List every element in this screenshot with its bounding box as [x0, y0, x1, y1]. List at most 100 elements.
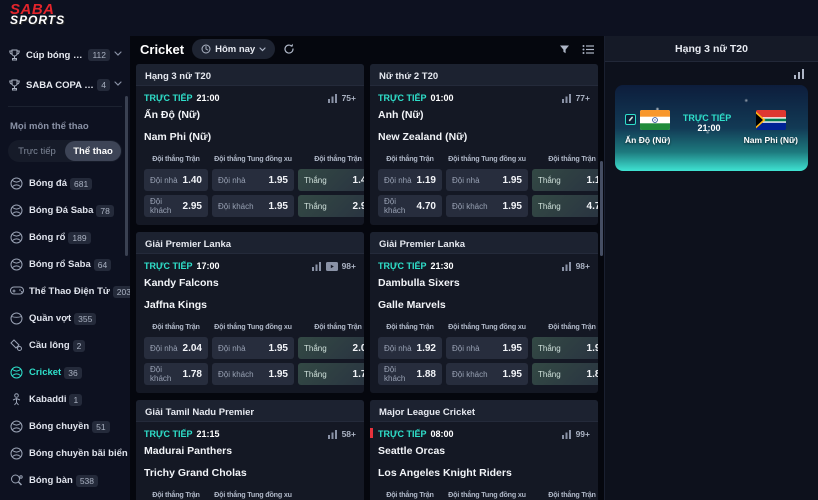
league-header[interactable]: Nữ thứ 2 T20 — [370, 64, 598, 86]
live-sports-tabs: Trực tiếp Thể thao — [8, 140, 122, 162]
sidebar-item-cricket[interactable]: Cricket 36 — [0, 359, 130, 386]
bar-chart-icon[interactable] — [327, 93, 338, 103]
tournament-item-1[interactable]: SABA COPA 2024 4 — [0, 70, 130, 100]
match-card[interactable]: Giải Premier Lanka TRỰC TIẾP 21:30 98+ D… — [370, 232, 598, 393]
odds-cell[interactable]: Thắng 2.04 — [298, 337, 364, 359]
list-view-icon[interactable] — [582, 44, 594, 55]
market-count[interactable]: 58+ — [341, 429, 356, 439]
count-badge: 538 — [75, 474, 98, 487]
odds-cell[interactable]: Đội nhà 1.19 — [378, 169, 442, 191]
league-header[interactable]: Giải Premier Lanka — [370, 232, 598, 254]
match-card[interactable]: Nữ thứ 2 T20 TRỰC TIẾP 01:00 77+ Anh (Nữ… — [370, 64, 598, 225]
odds-label: Đội nhà — [452, 343, 480, 353]
odds-cell[interactable]: Đội nhà 1.95 — [446, 169, 528, 191]
sidebar-item-qu-n-v-t[interactable]: Quần vợt 355 — [0, 305, 130, 332]
sidebar-divider — [8, 106, 122, 107]
bar-chart-icon[interactable] — [561, 93, 572, 103]
odds-label: Thắng — [538, 369, 561, 379]
sidebar-item-snooker-pool[interactable]: Snooker/Pool 9 — [0, 494, 130, 500]
sidebar-scrollbar[interactable] — [125, 96, 128, 256]
tv-icon[interactable] — [325, 261, 338, 271]
filter-icon[interactable] — [559, 44, 570, 55]
bar-chart-icon[interactable] — [561, 261, 572, 271]
bar-chart-icon[interactable] — [327, 429, 338, 439]
live-badge: TRỰC TIẾP — [144, 93, 193, 103]
away-team[interactable]: Nam Phi (Nữ) — [144, 131, 212, 143]
league-header[interactable]: Major League Cricket — [370, 400, 598, 422]
odds-cell[interactable]: Đội nhà 1.95 — [212, 337, 294, 359]
saba-sports-logo[interactable]: SABA SPORTS — [10, 2, 65, 26]
odds-cell[interactable]: Thắng 1.40 — [298, 169, 364, 191]
league-name: Giải Premier Lanka — [379, 239, 466, 250]
match-card[interactable]: Giải Tamil Nadu Premier TRỰC TIẾP 21:15 … — [136, 400, 364, 500]
away-team[interactable]: Los Angeles Knight Riders — [378, 467, 512, 479]
sidebar-item-b-ng-saba[interactable]: Bóng Đá Saba 78 — [0, 197, 130, 224]
bar-chart-icon[interactable] — [561, 429, 572, 439]
match-card[interactable]: Major League Cricket TRỰC TIẾP 08:00 99+… — [370, 400, 598, 500]
odds-label: Đội nhà — [384, 343, 412, 353]
tab-sports[interactable]: Thể thao — [65, 141, 121, 161]
odds-cell[interactable]: Đội nhà 2.04 — [144, 337, 208, 359]
featured-live-label: TRỰC TIẾP — [682, 113, 732, 123]
away-team[interactable]: Galle Marvels — [378, 299, 446, 311]
sidebar-item-b-ng-chuy-n-b-i-bi-n[interactable]: Bóng chuyền bãi biển 2 — [0, 440, 130, 467]
sidebar-item-b-ng-chuy-n[interactable]: Bóng chuyền 51 — [0, 413, 130, 440]
odds-cell[interactable]: Đội khách 2.95 — [144, 195, 208, 217]
match-card[interactable]: Giải Premier Lanka TRỰC TIẾP 17:00 98+ K… — [136, 232, 364, 393]
odds-label: Thắng — [538, 201, 561, 211]
odds-cell[interactable]: Thắng 1.78 — [298, 363, 364, 385]
away-team[interactable]: Jaffna Kings — [144, 299, 208, 311]
time-filter-dropdown[interactable]: Hôm nay — [192, 39, 276, 59]
tournament-item-0[interactable]: Cúp bóng đá Na... 112 — [0, 40, 130, 70]
home-team[interactable]: Anh (Nữ) — [378, 109, 424, 121]
odds-cell[interactable]: Đội khách 1.95 — [212, 363, 294, 385]
odds-cell[interactable]: Đội khách 1.95 — [446, 363, 528, 385]
odds-cell[interactable]: Thắng 2.95 — [298, 195, 364, 217]
sidebar-item-b-ng-r-[interactable]: Bóng rổ 189 — [0, 224, 130, 251]
main-scrollbar[interactable] — [600, 161, 603, 256]
odds-cell[interactable]: Đội nhà 1.40 — [144, 169, 208, 191]
bar-chart-icon[interactable] — [794, 69, 806, 79]
market-count[interactable]: 98+ — [575, 261, 590, 271]
refresh-icon[interactable] — [283, 43, 295, 55]
away-team[interactable]: New Zealand (Nữ) — [378, 131, 468, 143]
sidebar-item-th-thao-i-n-t-[interactable]: Thể Thao Điện Tử 203 — [0, 278, 130, 305]
home-team[interactable]: Kandy Falcons — [144, 277, 219, 289]
away-team[interactable]: Trichy Grand Cholas — [144, 467, 247, 479]
odds-cell[interactable]: Thắng 1.88 — [532, 363, 598, 385]
odds-cell[interactable]: Đội khách 1.78 — [144, 363, 208, 385]
market-count[interactable]: 98+ — [341, 261, 356, 271]
odds-cell[interactable]: Đội nhà 1.92 — [378, 337, 442, 359]
main-content: Cricket Hôm nay Hạng 3 nữ T20 — [130, 36, 604, 500]
bar-chart-icon[interactable] — [311, 261, 322, 271]
odds-cell[interactable]: Đội khách 1.95 — [446, 195, 528, 217]
count-badge: 355 — [74, 312, 97, 325]
match-card[interactable]: Hạng 3 nữ T20 TRỰC TIẾP 21:00 75+ Ấn Độ … — [136, 64, 364, 225]
sidebar-item-kabaddi[interactable]: Kabaddi 1 — [0, 386, 130, 413]
league-header[interactable]: Giải Premier Lanka — [136, 232, 364, 254]
market-count[interactable]: 75+ — [341, 93, 356, 103]
market-count[interactable]: 99+ — [575, 429, 590, 439]
sidebar-item-c-u-l-ng[interactable]: Cầu lông 2 — [0, 332, 130, 359]
home-team[interactable]: Dambulla Sixers — [378, 277, 460, 289]
home-team[interactable]: Ấn Độ (Nữ) — [144, 109, 201, 121]
sidebar-item-b-ng-[interactable]: Bóng đá 681 — [0, 170, 130, 197]
odds-cell[interactable]: Đội nhà 1.95 — [446, 337, 528, 359]
sidebar-item-b-ng-b-n[interactable]: Bóng bàn 538 — [0, 467, 130, 494]
odds-cell[interactable]: Đội khách 4.70 — [378, 195, 442, 217]
sidebar-item-b-ng-r-saba[interactable]: Bóng rổ Saba 64 — [0, 251, 130, 278]
featured-match-card[interactable]: Ấn Độ (Nữ) TRỰC TIẾP 21:00 Nam Phi (Nữ) — [615, 85, 808, 171]
odds-cell[interactable]: Đội khách 1.95 — [212, 195, 294, 217]
tab-live[interactable]: Trực tiếp — [18, 145, 56, 157]
odds-cell[interactable]: Đội nhà 1.95 — [212, 169, 294, 191]
league-header[interactable]: Giải Tamil Nadu Premier — [136, 400, 364, 422]
odds-cell[interactable]: Đội khách 1.88 — [378, 363, 442, 385]
count-badge: 681 — [70, 177, 93, 190]
odds-cell[interactable]: Thắng 4.70 — [532, 195, 598, 217]
odds-cell[interactable]: Thắng 1.19 — [532, 169, 598, 191]
home-team[interactable]: Madurai Panthers — [144, 445, 233, 457]
league-header[interactable]: Hạng 3 nữ T20 — [136, 64, 364, 86]
odds-cell[interactable]: Thắng 1.92 — [532, 337, 598, 359]
home-team[interactable]: Seattle Orcas — [378, 445, 446, 457]
market-count[interactable]: 77+ — [575, 93, 590, 103]
